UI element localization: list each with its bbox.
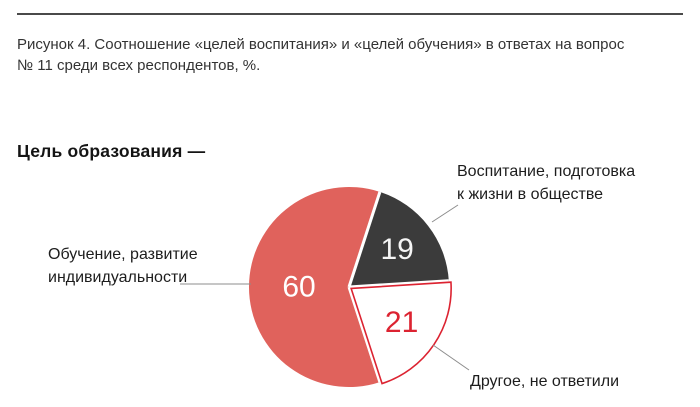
pie-value-label: 21 [385, 306, 418, 339]
figure-caption-line-2: № 11 среди всех респондентов, %. [17, 57, 261, 74]
pie-slice [349, 191, 449, 287]
top-rule-divider [17, 13, 683, 15]
pie-slice-separator [347, 191, 382, 288]
leader-line-drugoe [432, 344, 470, 371]
callout-label-vospitanie: Воспитание, подготовка к жизни в обществ… [457, 161, 635, 206]
pie-slice-exploded [350, 281, 452, 385]
figure-caption-line-1: Рисунок 4. Соотношение «целей воспитания… [17, 36, 625, 53]
leader-line-vospitanie [431, 204, 459, 223]
callout-vospitanie-line-1: Воспитание, подготовка [457, 163, 636, 180]
pie-slices-group [248, 186, 452, 387]
figure-caption: Рисунок 4. Соотношение «целей воспитания… [17, 34, 677, 76]
pie-slice-separator [347, 286, 382, 383]
callout-obuchenie-line-1: Обучение, развитие [48, 246, 198, 263]
callout-vospitanie-line-2: к жизни в обществе [457, 185, 604, 203]
pie-value-label: 60 [282, 271, 315, 304]
callout-label-drugoe: Другое, не ответили [470, 373, 620, 390]
pie-value-labels-group: 19 21 60 [282, 233, 418, 339]
pie-slice-separator [348, 279, 449, 289]
callout-label-obuchenie: Обучение, развитие индивидуальности [48, 244, 198, 289]
chart-heading: Цель образования — [17, 141, 206, 161]
callout-obuchenie-line-2: индивидуальности [48, 268, 188, 286]
pie-slice [248, 186, 380, 387]
pie-value-label: 19 [381, 233, 414, 266]
